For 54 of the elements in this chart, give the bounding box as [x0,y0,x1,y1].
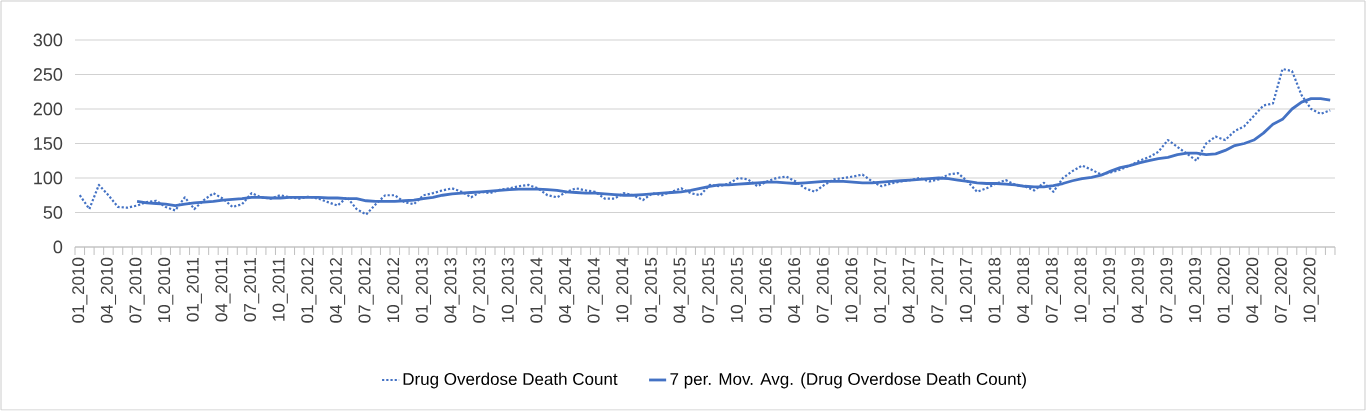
x-tick-label: 01_2013 [415,257,432,323]
x-tick-label: 10_2012 [387,258,403,322]
x-tick-label: 01_2011 [186,257,202,322]
x-tick-label: 07_2010 [129,257,145,323]
x-tick-label: 10_2011 [272,257,288,321]
y-tick-label: 100 [34,171,63,185]
x-tick-label: 10_2017 [959,258,976,322]
x-tick-label: 01_2015 [644,257,661,323]
x-tick-label: 10_2018 [1074,257,1090,322]
x-tick-label: 04_2019 [1131,257,1147,323]
line-series [78,67,1332,216]
y-tick-label: 250 [33,68,63,81]
x-tick-label: 04_2015 [673,257,689,323]
x-tick-label: 01_2017 [873,258,890,323]
x-tick-label: 07_2014 [587,257,603,323]
y-tick-label: 0 [53,240,63,254]
legend-label: Drug Overdose Death Count [403,372,618,389]
y-tick-label: 200 [33,102,63,116]
x-tick-label: 01_2010 [72,257,88,323]
x-tick-label: 01_2014 [530,257,546,323]
x-tick-label: 07_2019 [1160,257,1176,323]
x-tick-label: 04_2017 [902,258,918,323]
x-tick-label: 10_2015 [730,257,747,322]
x-tick-label: 04_2018 [1017,257,1033,323]
x-tick-label: 07_2017 [931,258,947,323]
x-tick-label: 01_2012 [301,258,317,323]
x-tick-label: 01_2018 [988,257,1004,323]
y-tick-label: 300 [33,33,63,47]
x-tick-label: 07_2013 [473,257,489,323]
x-tick-label: 07_2012 [358,258,374,323]
x-tick-label: 01_2020 [1217,257,1233,323]
x-tick-label: 10_2016 [845,257,861,322]
x-tick-label: 10_2010 [158,257,174,322]
y-tick-label: 50 [43,206,63,219]
x-tick-label: 01_2016 [759,257,775,323]
y-tick-label: 150 [34,137,63,150]
x-tick-label: 07_2016 [816,257,832,323]
legend-label: 7 per. Mov. Avg. (Drug Overdose Death Count) [670,372,1026,389]
x-tick-label: 07_2018 [1045,257,1062,323]
x-tick-label: 10_2020 [1303,257,1319,322]
x-tick-label: 07_2011 [243,257,260,322]
x-tick-label: 07_2015 [702,257,718,323]
x-tick-label: 04_2012 [329,258,346,323]
x-tick-label: 04_2013 [444,257,460,323]
x-tick-label: 04_2014 [558,257,575,323]
x-tick-label: 07_2020 [1274,257,1291,323]
x-tick-label: 10_2013 [501,257,517,322]
x-tick-label: 04_2011 [215,257,231,322]
x-tick-label: 10_2014 [616,257,632,322]
x-tick-label: 10_2019 [1188,257,1205,322]
x-tick-label: 04_2010 [100,257,117,323]
x-tick-label: 04_2020 [1246,257,1262,323]
x-tick-label: 01_2019 [1103,257,1119,323]
x-tick-label: 04_2016 [788,257,804,323]
